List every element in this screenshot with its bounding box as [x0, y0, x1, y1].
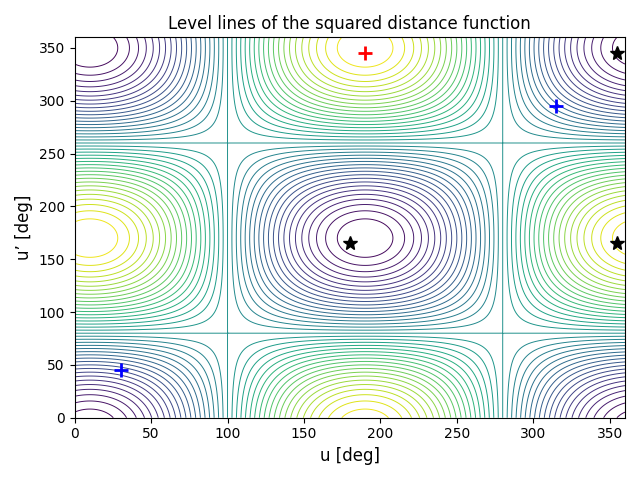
Title: Level lines of the squared distance function: Level lines of the squared distance func…	[168, 15, 531, 33]
Y-axis label: u’ [deg]: u’ [deg]	[15, 195, 33, 260]
X-axis label: u [deg]: u [deg]	[320, 447, 380, 465]
